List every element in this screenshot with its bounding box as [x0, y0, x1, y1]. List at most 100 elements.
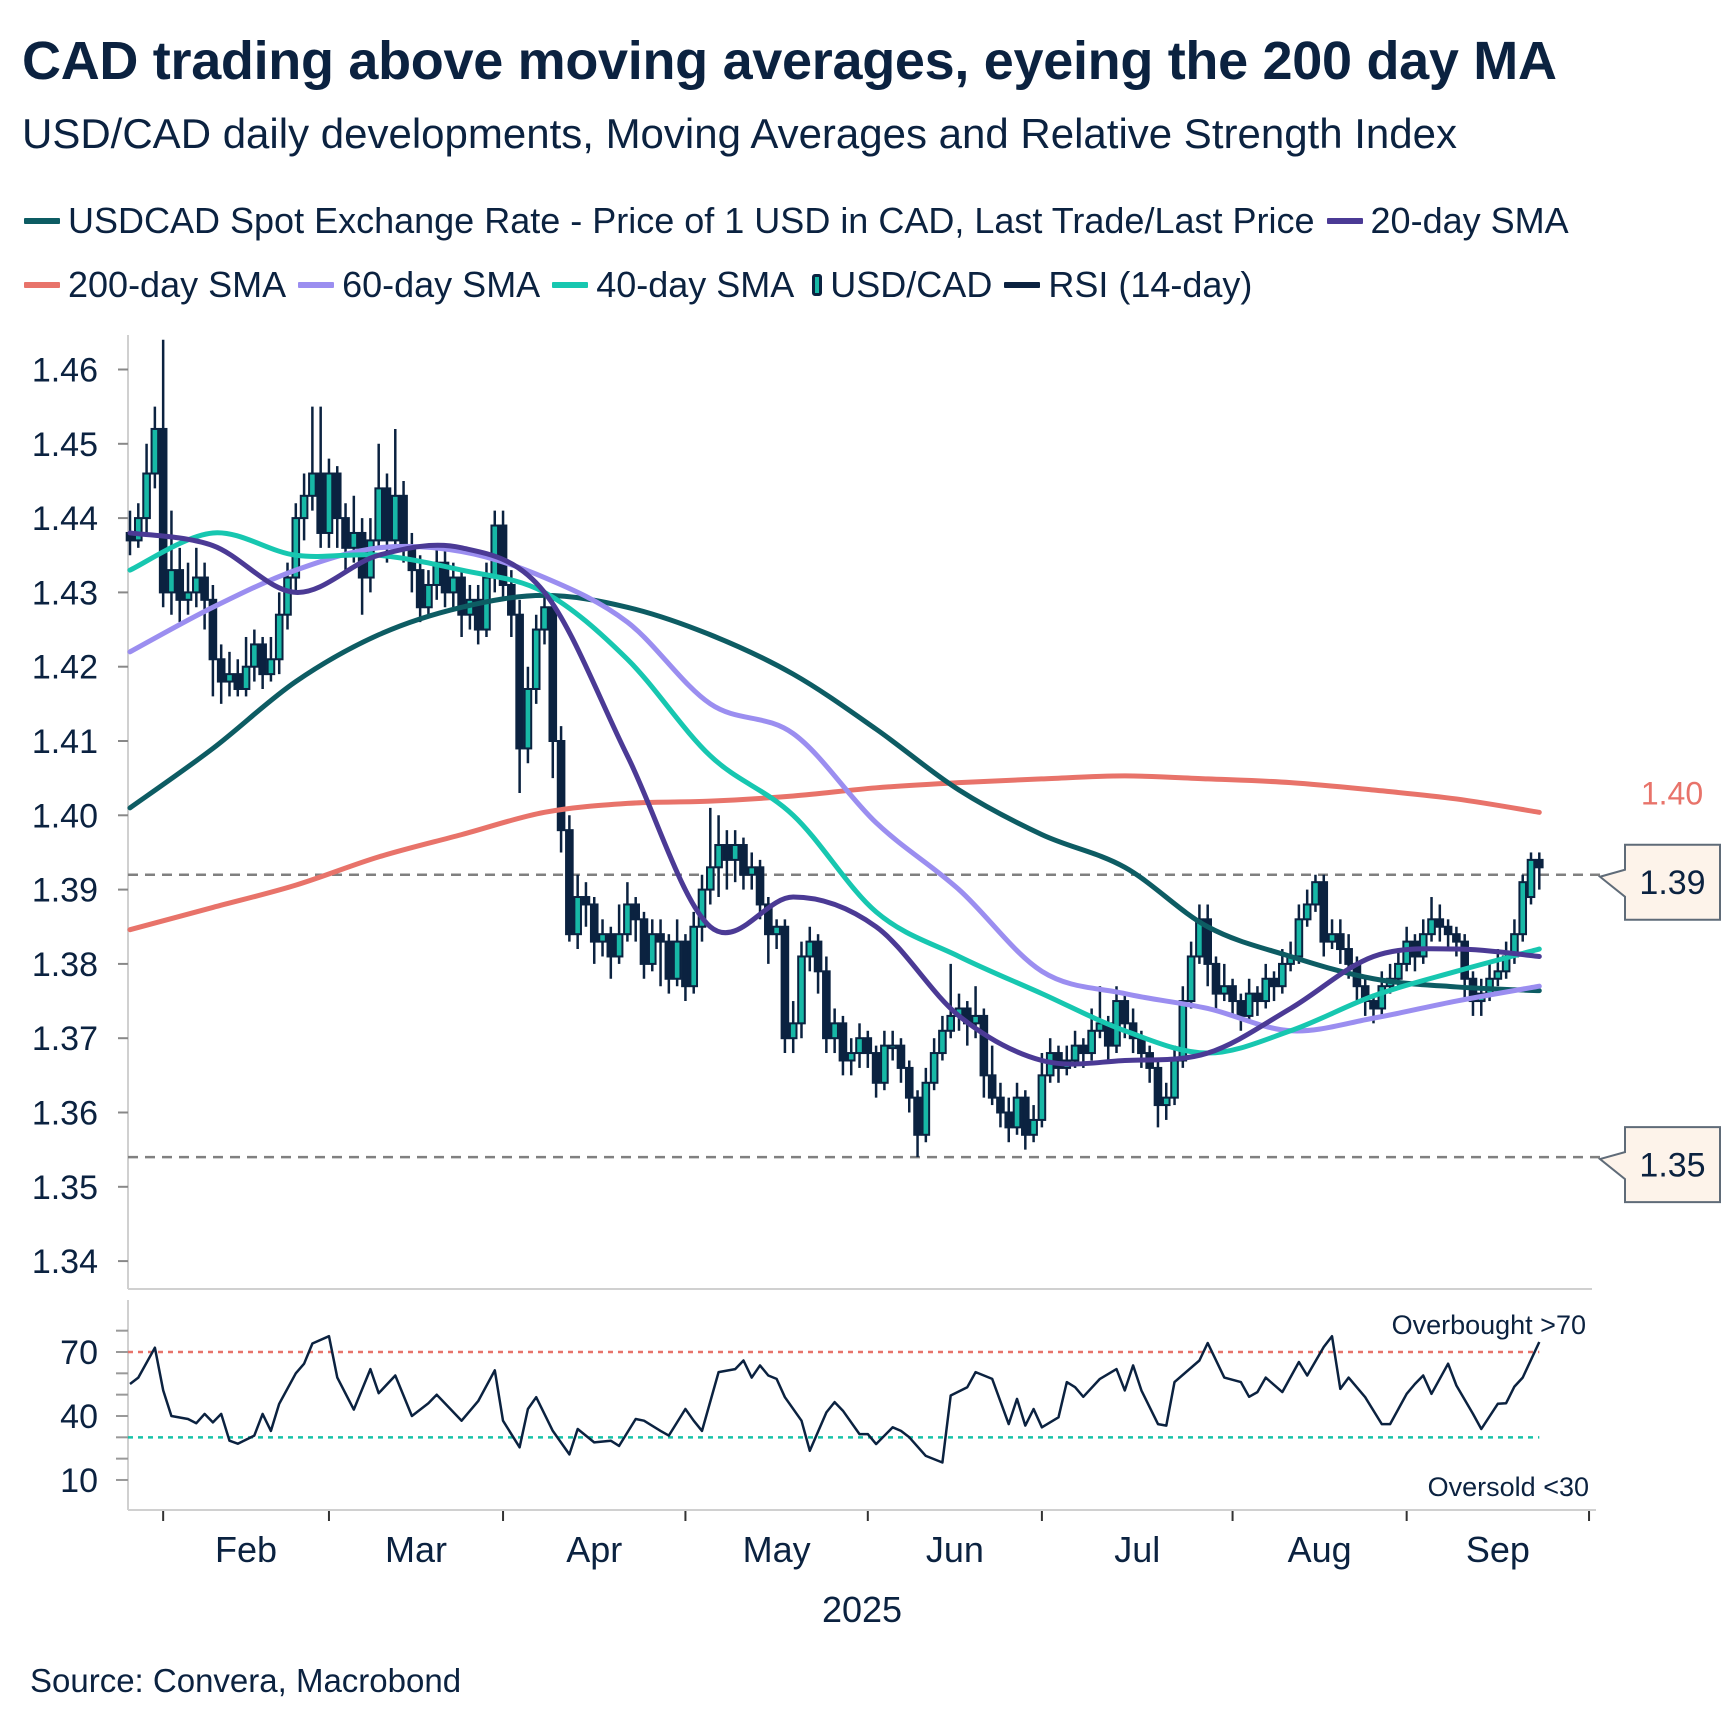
- candle-body-down: [1435, 918, 1445, 928]
- candle-body-down: [722, 844, 732, 861]
- candle-body-up: [921, 1081, 931, 1136]
- candle-body-down: [208, 598, 218, 661]
- candle-body-down: [1535, 858, 1544, 869]
- candle: [316, 406, 325, 548]
- candle-body-up: [225, 673, 234, 683]
- candle: [498, 510, 508, 600]
- candle-body-up: [805, 940, 815, 958]
- candle-body-up: [167, 569, 176, 594]
- candle: [233, 659, 243, 697]
- candle: [888, 1030, 897, 1061]
- candle-body-up: [971, 1014, 980, 1025]
- candle-body-down: [440, 561, 450, 594]
- candle: [490, 510, 500, 593]
- candle-body-down: [457, 576, 466, 616]
- candle: [1153, 1060, 1163, 1128]
- legend-item-usdcad: USD/CAD: [806, 260, 992, 310]
- candle-body-down: [399, 494, 408, 549]
- candle-body-down: [1137, 1037, 1146, 1055]
- candle: [1219, 963, 1229, 1002]
- candle-body-down: [904, 1066, 914, 1099]
- candle: [1228, 978, 1237, 1016]
- candle: [150, 406, 160, 489]
- candle: [1170, 1045, 1179, 1106]
- candle: [291, 503, 301, 593]
- price-y-tick-label: 1.35: [32, 1169, 98, 1207]
- candle: [1062, 1045, 1072, 1076]
- price-y-tick-label: 1.39: [32, 872, 98, 910]
- candle: [996, 1082, 1005, 1128]
- candle: [274, 592, 284, 675]
- candle-body-down: [664, 940, 674, 980]
- candle: [341, 503, 350, 571]
- candle-body-down: [175, 569, 185, 601]
- candle: [1311, 874, 1320, 912]
- candle-body-up: [531, 628, 541, 690]
- candle: [788, 1001, 798, 1054]
- candle: [158, 339, 168, 608]
- axes: 1.34 1.35 1.36 1.37 1.38 1.39 1.40 1.41 1.42 1.43…: [32, 335, 1592, 1630]
- candle-body-up: [192, 576, 201, 594]
- candle-body-down: [1021, 1096, 1030, 1136]
- legend-swatch-spot: [24, 218, 60, 224]
- candle: [258, 636, 267, 689]
- candle: [200, 562, 209, 630]
- rsi-y-tick-label: 10: [60, 1462, 98, 1500]
- candle-body-up: [449, 576, 458, 594]
- candle: [581, 882, 591, 927]
- candle: [822, 956, 831, 1054]
- candle-body-up: [1037, 1074, 1047, 1121]
- reference-lines: 1.39 1.35: [128, 843, 1721, 1204]
- candle-body-up: [880, 1044, 889, 1084]
- legend-label: 60-day SMA: [342, 264, 541, 305]
- candle-body-down: [1443, 925, 1453, 936]
- candle-body-up: [614, 933, 624, 958]
- candle: [142, 443, 151, 533]
- candle-body-up: [772, 925, 781, 936]
- candle: [846, 1038, 856, 1076]
- candle-body-up: [1170, 1059, 1179, 1099]
- candle: [1095, 986, 1105, 1039]
- candle-body-up: [1087, 1029, 1096, 1055]
- legend-swatch-sma200: [24, 282, 60, 288]
- candle: [747, 852, 757, 890]
- rsi-y-tick-label: 70: [60, 1334, 98, 1372]
- candle: [1145, 1045, 1154, 1083]
- price-y-tick-label: 1.43: [32, 574, 98, 612]
- candle-body-down: [681, 940, 690, 988]
- candle-body-up: [855, 1037, 864, 1055]
- legend-item-sma60: 60-day SMA: [298, 260, 540, 310]
- candle-body-up: [730, 844, 740, 861]
- candle: [424, 570, 433, 615]
- candle-body-up: [672, 940, 682, 980]
- rsi-panel: 70 40 10 Overbought >70 Oversold <30: [60, 1300, 1596, 1511]
- candle-body-down: [1319, 881, 1329, 943]
- sma200-end-label: 1.40: [1641, 775, 1703, 811]
- candle: [1452, 926, 1461, 957]
- candle-body-down: [1228, 985, 1237, 1003]
- candle-body-down: [158, 427, 168, 594]
- reference-callout-label: 1.39: [1639, 864, 1705, 902]
- candle-icon: [812, 274, 823, 296]
- candle: [332, 466, 342, 548]
- candle-body-up: [150, 427, 160, 475]
- candle-body-up: [283, 576, 292, 616]
- candle: [548, 599, 558, 779]
- candle: [1261, 963, 1271, 1009]
- candle: [183, 562, 193, 615]
- candle-body-down: [216, 658, 226, 683]
- candle: [863, 1030, 873, 1068]
- candle: [598, 919, 607, 957]
- candle: [772, 919, 781, 950]
- candle: [938, 1015, 947, 1061]
- candle: [457, 570, 466, 637]
- candle: [921, 1067, 931, 1143]
- candle-body-down: [838, 1022, 848, 1062]
- candle: [639, 911, 649, 979]
- candle: [374, 443, 383, 548]
- sma20-line: [127, 530, 1542, 1067]
- candle-body-up: [1302, 903, 1312, 921]
- candle-body-up: [1311, 881, 1320, 906]
- candle-body-down: [871, 1052, 881, 1084]
- candle-body-down: [987, 1074, 997, 1099]
